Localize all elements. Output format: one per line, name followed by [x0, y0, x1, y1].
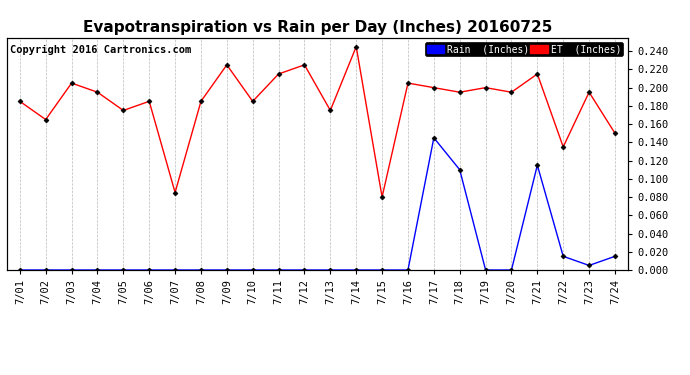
Legend: Rain  (Inches), ET  (Inches): Rain (Inches), ET (Inches): [424, 42, 623, 56]
Text: Copyright 2016 Cartronics.com: Copyright 2016 Cartronics.com: [10, 45, 191, 54]
Title: Evapotranspiration vs Rain per Day (Inches) 20160725: Evapotranspiration vs Rain per Day (Inch…: [83, 20, 552, 35]
